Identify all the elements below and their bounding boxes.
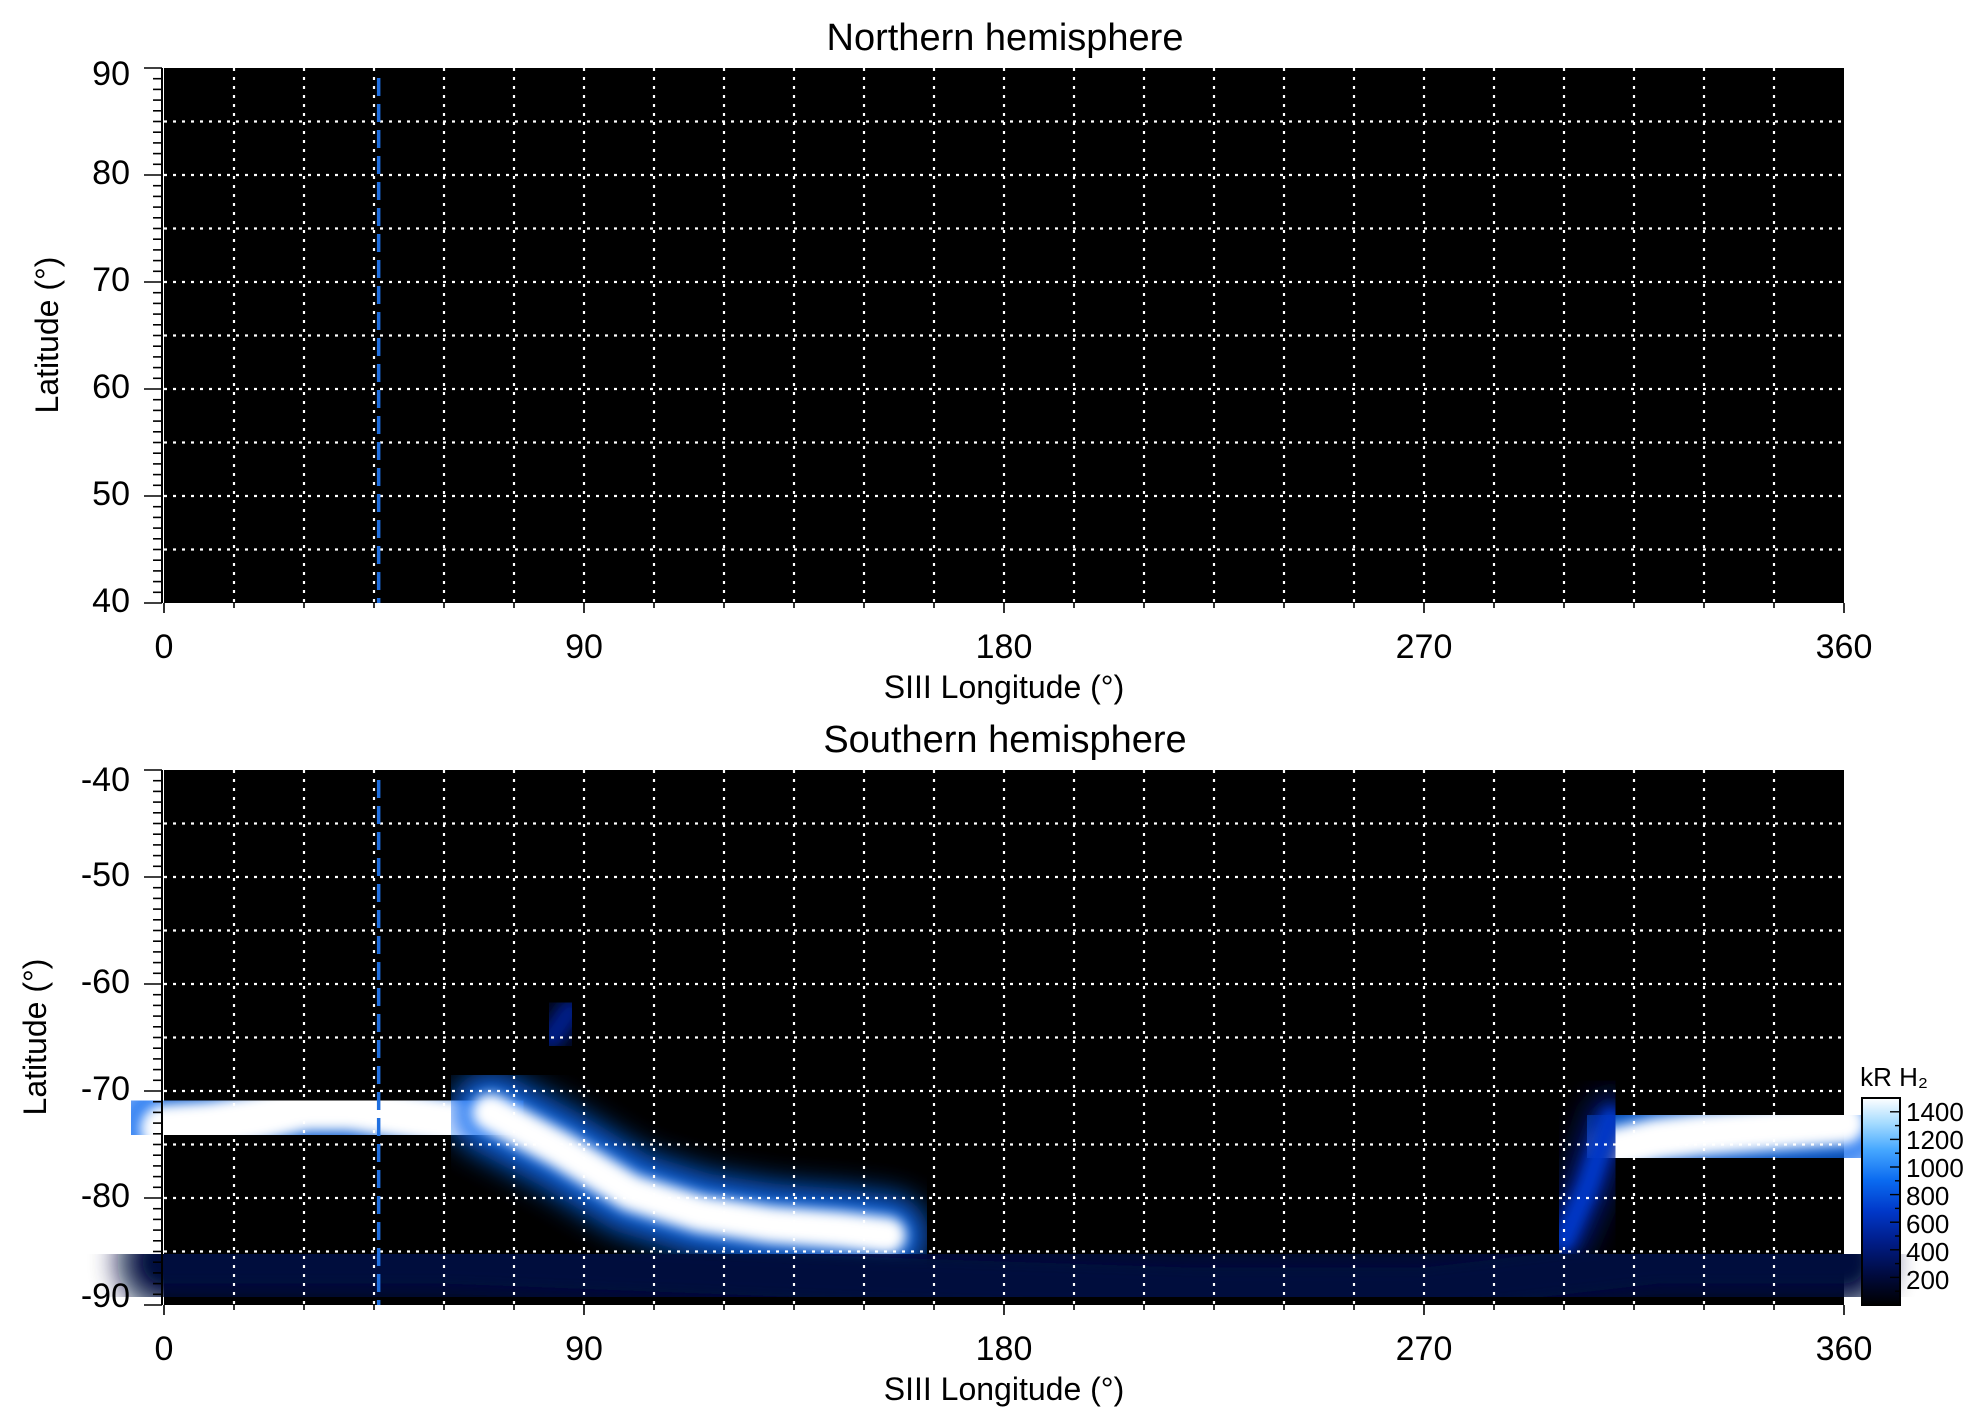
northern-y-axis-label: Latitude (°) <box>29 257 65 414</box>
y-tick-label: -50 <box>81 856 130 894</box>
oval-left <box>139 1082 515 1153</box>
y-tick-label: -70 <box>81 1070 130 1108</box>
southern-x-ticks: 0 90 180 270 360 <box>155 1330 1873 1368</box>
y-tick-label: -90 <box>81 1277 130 1315</box>
northern-y-ticks: 40 50 60 70 80 90 <box>92 55 130 620</box>
colorbar-tick-label: 200 <box>1906 1265 1949 1295</box>
y-tick-label: 70 <box>92 261 130 299</box>
oval-middle-arc <box>471 1093 907 1255</box>
southern-x-axis-label: SIII Longitude (°) <box>884 1371 1124 1407</box>
southern-hemisphere-panel: Southern hemisphere -40 -50 -60 -70 -80 … <box>17 719 1892 1407</box>
northern-x-ticks: 0 90 180 270 360 <box>155 628 1873 666</box>
x-tick-label: 90 <box>565 1330 603 1368</box>
colorbar-ticks <box>1890 1111 1900 1292</box>
colorbar: kR H₂ 200 400 600 800 1000 1200 1400 <box>1860 1062 1964 1306</box>
x-tick-label: 360 <box>1816 1330 1873 1368</box>
northern-y-minor-ticks <box>144 67 1845 613</box>
x-tick-label: 0 <box>155 1330 174 1368</box>
northern-x-axis-label: SIII Longitude (°) <box>884 669 1124 705</box>
y-tick-label: 80 <box>92 154 130 192</box>
x-tick-label: 90 <box>565 628 603 666</box>
southern-emission <box>111 987 1892 1337</box>
x-tick-label: 360 <box>1816 628 1873 666</box>
northern-grid <box>164 68 1844 603</box>
colorbar-label: kR H₂ <box>1860 1062 1928 1092</box>
colorbar-tick-label: 800 <box>1906 1181 1949 1211</box>
oval-right-edge <box>1553 1107 1622 1252</box>
x-tick-label: 270 <box>1396 628 1453 666</box>
colorbar-tick-label: 400 <box>1906 1237 1949 1267</box>
colorbar-tick-label: 1200 <box>1906 1125 1964 1155</box>
southern-y-axis-label: Latitude (°) <box>17 959 53 1116</box>
y-tick-label: -40 <box>81 761 130 799</box>
y-tick-label: 60 <box>92 368 130 406</box>
colorbar-tick-label: 1400 <box>1906 1097 1964 1127</box>
oval-right <box>1589 1101 1866 1172</box>
diffuse-polar-band <box>142 1240 1866 1311</box>
colorbar-tick-label: 1000 <box>1906 1153 1964 1183</box>
blob-upper <box>540 1000 581 1049</box>
colorbar-tick-label: 600 <box>1906 1209 1949 1239</box>
southern-panel-title: Southern hemisphere <box>823 719 1186 761</box>
northern-hemisphere-panel: Northern hemisphere 40 50 60 70 80 90 0 … <box>29 17 1872 705</box>
x-tick-label: 180 <box>976 1330 1033 1368</box>
colorbar-gradient <box>1861 1097 1901 1306</box>
x-tick-label: 180 <box>976 628 1033 666</box>
northern-panel-title: Northern hemisphere <box>827 17 1184 59</box>
x-tick-label: 0 <box>155 628 174 666</box>
y-tick-label: 50 <box>92 475 130 513</box>
x-tick-label: 270 <box>1396 1330 1453 1368</box>
southern-y-minor-ticks <box>144 769 1845 1315</box>
y-tick-label: 40 <box>92 582 130 620</box>
y-tick-label: 90 <box>92 55 130 93</box>
southern-y-ticks: -40 -50 -60 -70 -80 -90 <box>81 761 130 1315</box>
y-tick-label: -80 <box>81 1177 130 1215</box>
southern-grid <box>164 770 1844 1305</box>
y-tick-label: -60 <box>81 963 130 1001</box>
